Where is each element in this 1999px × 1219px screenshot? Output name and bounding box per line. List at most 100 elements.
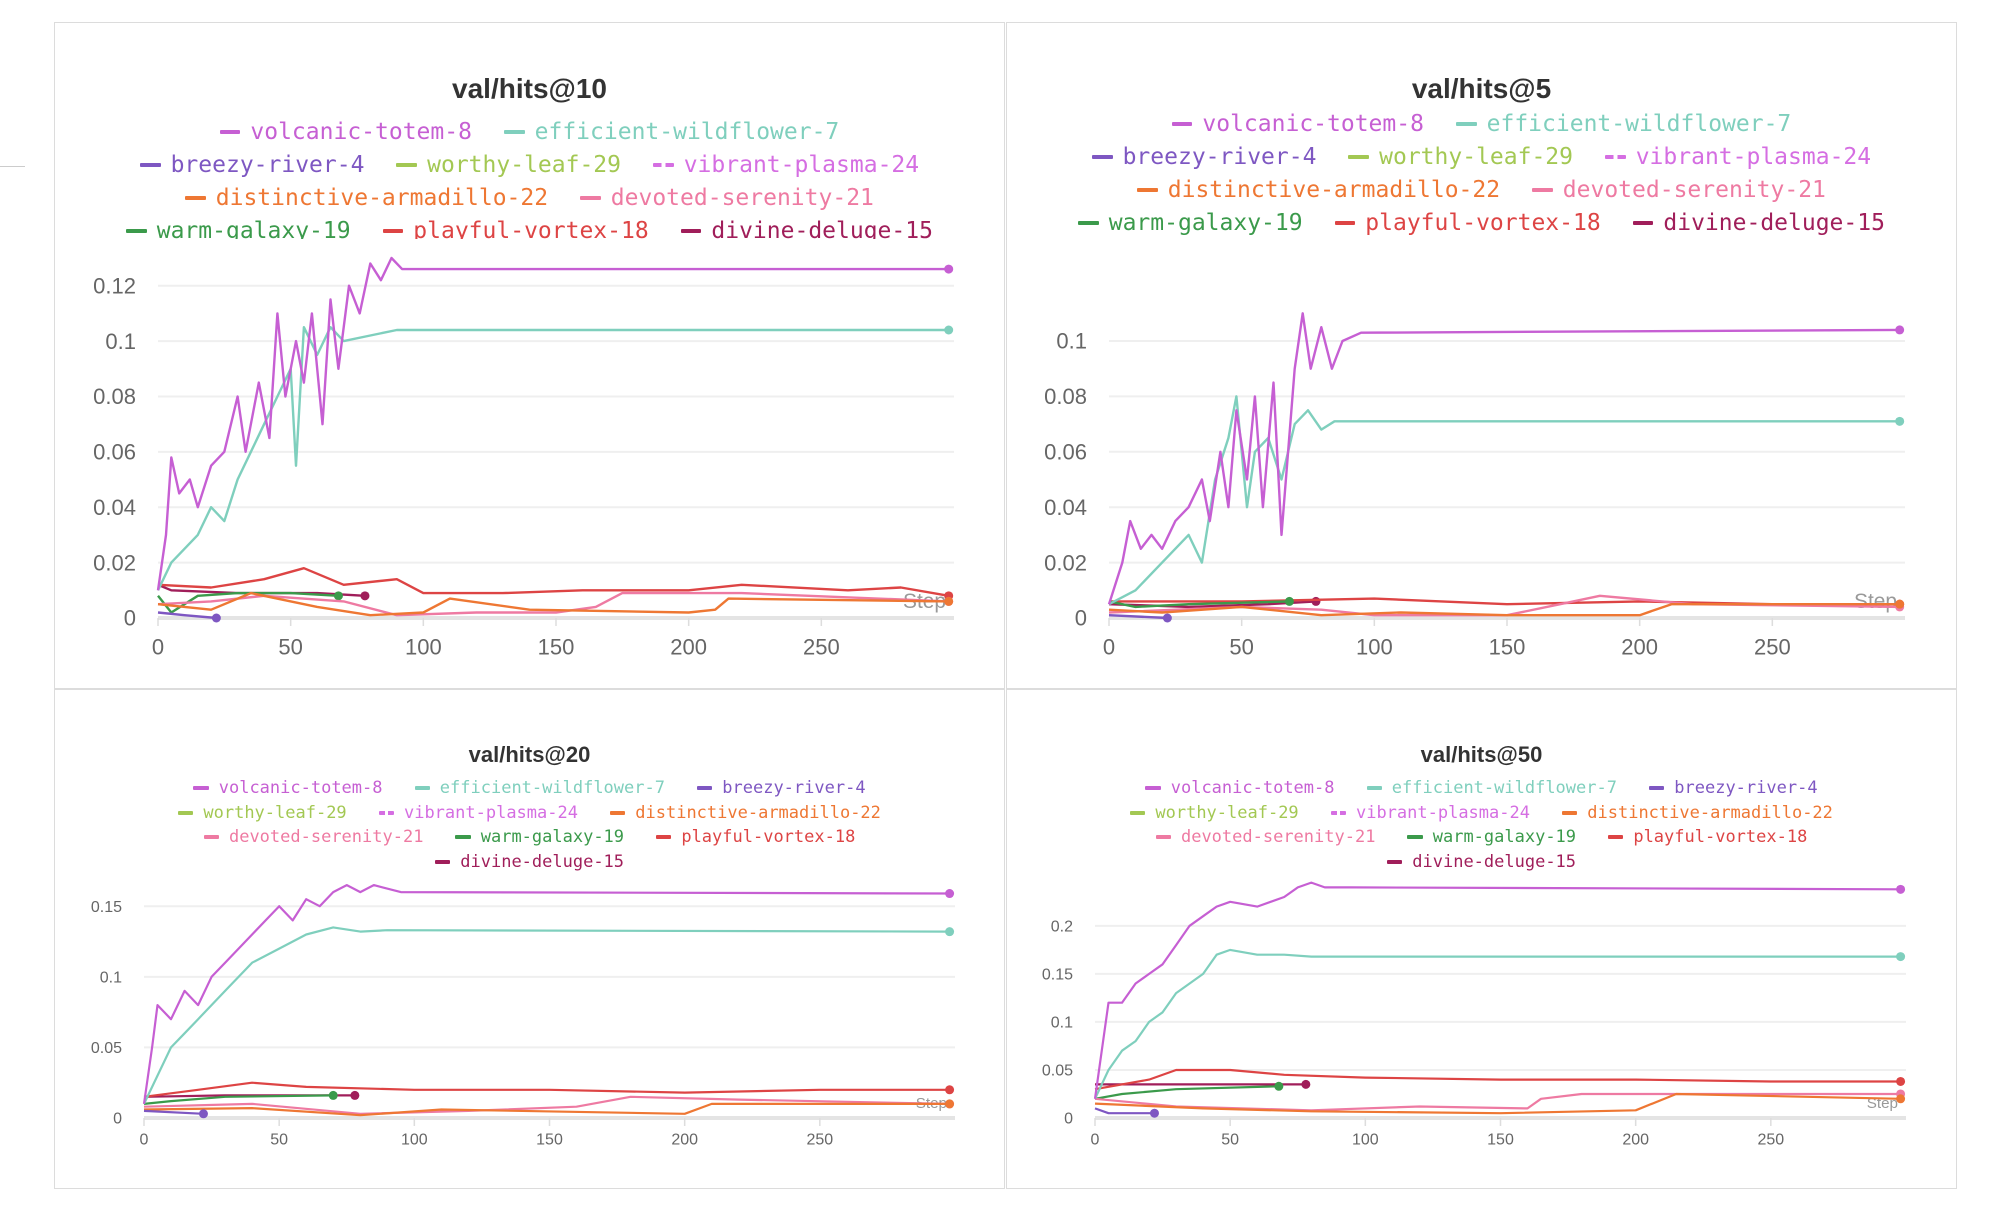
legend-item[interactable]: volcanic-totem-8 xyxy=(1171,107,1424,140)
legend-item[interactable]: worthy-leaf-29 xyxy=(1348,140,1573,173)
series-endpoint-breezy-river-4 xyxy=(1149,1108,1159,1118)
legend-item[interactable]: playful-vortex-18 xyxy=(1608,825,1807,850)
series-line-volcanic-totem-8 xyxy=(142,884,950,1105)
plot-area[interactable]: 00.020.040.060.080.10.120 50 100 150 200 250S… xyxy=(55,23,1005,689)
legend-swatch-icon xyxy=(1145,786,1161,791)
y-tick-label: 0.05 xyxy=(91,1040,122,1057)
legend-item[interactable]: distinctive-armadillo-22 xyxy=(609,801,881,826)
legend-label: worthy-leaf-29 xyxy=(1379,143,1574,170)
legend-label: divine-deluge-15 xyxy=(460,851,625,872)
legend-item[interactable]: efficient-wildflower-7 xyxy=(414,776,665,801)
legend-item[interactable]: divine-deluge-15 xyxy=(680,214,933,239)
series-endpoint-volcanic-totem-8 xyxy=(1896,884,1906,894)
legend-swatch-icon xyxy=(396,162,418,167)
legend-item[interactable]: breezy-river-4 xyxy=(1091,140,1317,173)
y-tick-label: 0.15 xyxy=(91,899,122,916)
legend-item[interactable]: divine-deluge-15 xyxy=(1386,850,1576,875)
legend-swatch-icon xyxy=(1155,835,1171,840)
legend-item[interactable]: volcanic-totem-8 xyxy=(1145,776,1335,801)
legend-item[interactable]: worthy-leaf-29 xyxy=(1130,801,1299,826)
legend-item[interactable]: worthy-leaf-29 xyxy=(178,801,347,826)
legend-swatch-icon xyxy=(1386,859,1403,864)
legend-item[interactable]: efficient-wildflower-7 xyxy=(1455,107,1792,140)
chart-panel[interactable]: val/hits@5 volcanic-totem-8 efficient-wild… xyxy=(1006,22,1957,689)
series-endpoint-warm-galaxy-19 xyxy=(1284,596,1294,606)
legend-item[interactable]: breezy-river-4 xyxy=(139,148,364,181)
chart-panel[interactable]: val/hits@10 volcanic-totem-8 efficient-wil… xyxy=(54,22,1005,689)
legend-item[interactable]: warm-galaxy-19 xyxy=(126,214,351,239)
series-line-distinctive-armadillo-22 xyxy=(1094,1092,1901,1115)
legend-item[interactable]: volcanic-totem-8 xyxy=(219,115,472,148)
chart-title: val/hits@20 xyxy=(468,742,591,767)
legend-label: efficient-wildflower-7 xyxy=(439,778,665,799)
legend-label: distinctive-armadillo-22 xyxy=(635,802,881,823)
legend-item[interactable]: devoted-serenity-21 xyxy=(203,825,423,850)
legend-item[interactable]: breezy-river-4 xyxy=(1648,776,1818,801)
legend-item[interactable]: devoted-serenity-21 xyxy=(1155,825,1375,850)
series-endpoint-breezy-river-4 xyxy=(211,613,221,623)
legend-swatch-icon xyxy=(1137,187,1158,192)
x-tick-label: 0 xyxy=(152,634,164,659)
legend-item[interactable]: distinctive-armadillo-22 xyxy=(185,181,548,214)
legend-item[interactable]: breezy-river-4 xyxy=(696,776,866,801)
y-tick-label: 0.1 xyxy=(1051,1015,1073,1032)
legend-label: volcanic-totem-8 xyxy=(218,778,383,799)
left-edge-divider xyxy=(0,166,25,167)
x-axis-label: Step xyxy=(1854,590,1897,613)
legend-item[interactable]: vibrant-plasma-24 xyxy=(1605,140,1871,173)
legend-item[interactable]: vibrant-plasma-24 xyxy=(653,148,919,181)
series-endpoint-distinctive-armadillo-22 xyxy=(945,1099,955,1109)
legend-label: vibrant-plasma-24 xyxy=(1355,802,1530,823)
series-line-warm-galaxy-19 xyxy=(157,591,339,614)
legend-item[interactable]: warm-galaxy-19 xyxy=(455,825,624,850)
legend-swatch-icon xyxy=(680,228,702,233)
legend-item[interactable]: devoted-serenity-21 xyxy=(580,181,874,214)
series-line-breezy-river-4 xyxy=(157,611,217,620)
legend-swatch-icon xyxy=(1561,810,1578,815)
legend-label: distinctive-armadillo-22 xyxy=(1167,176,1501,203)
y-tick-label: 0 xyxy=(124,606,136,631)
legend-label: playful-vortex-18 xyxy=(681,827,856,848)
series-line-warm-galaxy-19 xyxy=(1108,600,1290,609)
y-tick-label: 0 xyxy=(1075,606,1087,631)
series-endpoint-warm-galaxy-19 xyxy=(328,1090,338,1100)
legend-label: warm-galaxy-19 xyxy=(480,827,625,848)
legend-item[interactable]: efficient-wildflower-7 xyxy=(503,115,839,148)
series-endpoint-volcanic-totem-8 xyxy=(944,264,954,274)
legend-label: breezy-river-4 xyxy=(1122,143,1317,170)
legend-item[interactable]: warm-galaxy-19 xyxy=(1407,825,1576,850)
series-line-efficient-wildflower-7 xyxy=(143,926,950,1105)
legend-item[interactable]: divine-deluge-15 xyxy=(1632,206,1885,239)
legend-item[interactable]: warm-galaxy-19 xyxy=(1078,206,1303,239)
x-tick-label: 150 xyxy=(1487,1131,1514,1148)
y-tick-label: 0.04 xyxy=(1044,495,1087,520)
series-endpoint-playful-vortex-18 xyxy=(1896,1076,1906,1086)
legend-label: efficient-wildflower-7 xyxy=(1486,110,1792,137)
chart-title: val/hits@10 xyxy=(452,73,607,104)
legend-item[interactable]: vibrant-plasma-24 xyxy=(1330,801,1530,826)
y-tick-label: 0.06 xyxy=(1044,440,1087,465)
legend-item[interactable]: playful-vortex-18 xyxy=(382,214,649,239)
y-tick-label: 0.05 xyxy=(1042,1063,1073,1080)
legend-item[interactable]: worthy-leaf-29 xyxy=(396,148,621,181)
legend-item[interactable]: distinctive-armadillo-22 xyxy=(1137,173,1500,206)
legend-item[interactable]: playful-vortex-18 xyxy=(1334,206,1601,239)
plot-area[interactable]: 0 0.02 0.04 0.06 0.08 0.1 0 50 100 150 200 250 Step xyxy=(1007,23,1957,689)
chart-panel[interactable]: val/hits@20 volcanic-totem-8 efficient-wil… xyxy=(54,689,1005,1189)
legend-item[interactable]: distinctive-armadillo-22 xyxy=(1561,801,1833,826)
series-endpoint-efficient-wildflower-7 xyxy=(1896,952,1906,962)
y-tick-label: 0.06 xyxy=(93,440,136,465)
legend-swatch-icon xyxy=(1648,786,1665,791)
chart-legend: volcanic-totem-8 efficient-wildflower-7 br… xyxy=(55,776,1004,876)
legend-item[interactable]: efficient-wildflower-7 xyxy=(1366,776,1617,801)
legend-item[interactable]: devoted-serenity-21 xyxy=(1532,173,1826,206)
chart-panel[interactable]: val/hits@50 volcanic-totem-8 efficient-wil… xyxy=(1006,689,1957,1189)
series-endpoint-efficient-wildflower-7 xyxy=(945,927,955,937)
series-endpoint-divine-deluge-15 xyxy=(1311,596,1321,606)
legend-item[interactable]: volcanic-totem-8 xyxy=(193,776,383,801)
legend-item[interactable]: playful-vortex-18 xyxy=(656,825,855,850)
legend-item[interactable]: vibrant-plasma-24 xyxy=(378,801,578,826)
legend-item[interactable]: divine-deluge-15 xyxy=(434,850,625,875)
